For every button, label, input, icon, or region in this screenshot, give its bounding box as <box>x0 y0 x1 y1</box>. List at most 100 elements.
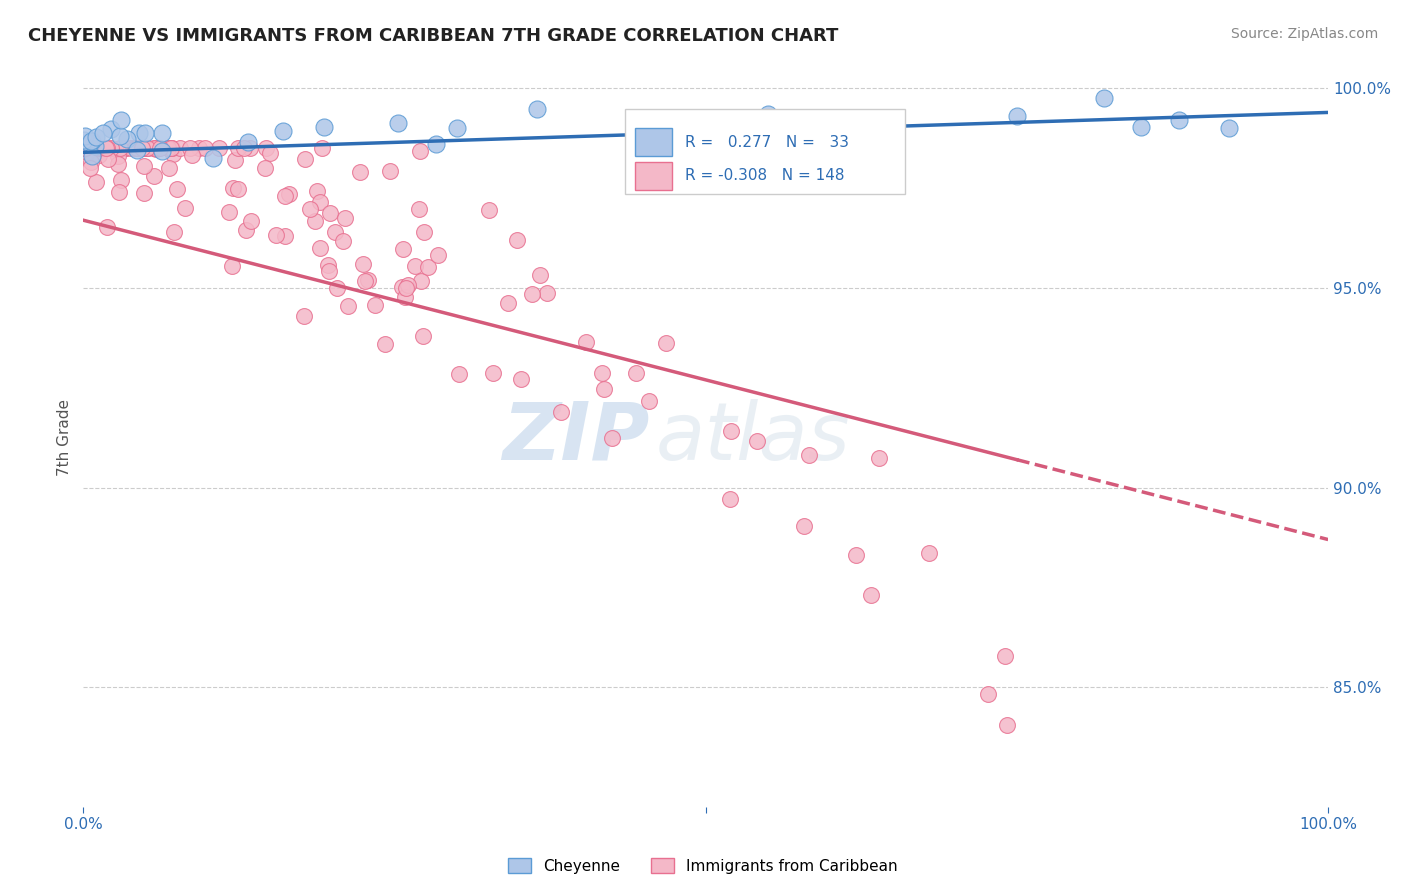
Point <box>134 141 156 155</box>
Point <box>100 141 122 155</box>
Point <box>529 268 551 282</box>
Point <box>404 259 426 273</box>
Point <box>169 141 191 155</box>
Point <box>411 274 433 288</box>
Point <box>221 259 243 273</box>
Point <box>364 298 387 312</box>
Point <box>73 141 96 155</box>
Point <box>107 157 129 171</box>
Point <box>82 141 104 155</box>
Point <box>110 172 132 186</box>
Point <box>232 141 254 155</box>
Point <box>80 134 103 148</box>
Point <box>124 141 146 155</box>
Point <box>253 161 276 175</box>
Point <box>188 141 211 155</box>
Point <box>166 182 188 196</box>
Point <box>148 141 170 155</box>
Point <box>318 264 340 278</box>
Point <box>1092 91 1115 105</box>
Point <box>159 141 181 155</box>
Point <box>259 145 281 160</box>
Point <box>76 145 98 159</box>
Point <box>87 141 110 155</box>
Point <box>134 126 156 140</box>
Point <box>115 132 138 146</box>
Point <box>337 299 360 313</box>
Point <box>73 141 96 155</box>
Point <box>394 281 416 295</box>
Point <box>482 366 505 380</box>
Text: Source: ZipAtlas.com: Source: ZipAtlas.com <box>1230 27 1378 41</box>
Point <box>73 141 96 155</box>
Point <box>108 141 131 155</box>
Point <box>112 141 135 155</box>
Point <box>83 141 105 155</box>
Point <box>91 141 114 155</box>
Point <box>374 337 396 351</box>
Point <box>274 189 297 203</box>
Y-axis label: 7th Grade: 7th Grade <box>58 400 72 476</box>
Point <box>294 152 316 166</box>
Point <box>76 141 98 155</box>
Point <box>100 121 122 136</box>
Point <box>149 141 172 155</box>
Point <box>793 519 815 533</box>
Point <box>132 186 155 201</box>
Point <box>868 450 890 465</box>
Point <box>180 147 202 161</box>
Point <box>312 120 335 135</box>
Point <box>550 404 572 418</box>
Point <box>72 133 94 147</box>
Point <box>510 372 533 386</box>
Point <box>333 211 356 225</box>
Point <box>425 137 447 152</box>
Point <box>80 134 103 148</box>
Point <box>311 141 333 155</box>
Point <box>84 130 107 145</box>
Point <box>143 141 166 155</box>
Point <box>136 141 159 155</box>
Point <box>408 144 430 158</box>
FancyBboxPatch shape <box>634 161 672 190</box>
Point <box>254 141 277 155</box>
Point <box>162 146 184 161</box>
Point <box>91 126 114 140</box>
Point <box>73 128 96 143</box>
Point <box>107 149 129 163</box>
Point <box>218 205 240 219</box>
Point <box>918 545 941 559</box>
Point <box>156 141 179 155</box>
Point <box>526 103 548 117</box>
Point <box>145 142 167 156</box>
Point <box>201 151 224 165</box>
Point <box>264 228 287 243</box>
Point <box>592 382 614 396</box>
Text: atlas: atlas <box>657 399 851 476</box>
Point <box>96 219 118 234</box>
Point <box>411 329 433 343</box>
Point <box>357 273 380 287</box>
Point <box>110 112 132 127</box>
Point <box>319 205 342 219</box>
Point <box>131 141 153 155</box>
Text: CHEYENNE VS IMMIGRANTS FROM CARIBBEAN 7TH GRADE CORRELATION CHART: CHEYENNE VS IMMIGRANTS FROM CARIBBEAN 7T… <box>28 27 838 45</box>
Point <box>626 366 648 380</box>
Point <box>84 139 107 153</box>
Point <box>125 141 148 155</box>
Point <box>77 136 100 150</box>
Point <box>416 260 439 275</box>
Point <box>87 148 110 162</box>
Point <box>655 336 678 351</box>
Point <box>150 126 173 140</box>
Point <box>143 141 166 155</box>
Point <box>273 229 295 244</box>
Point <box>1218 121 1240 136</box>
Point <box>239 141 262 155</box>
Point <box>94 141 117 155</box>
Point <box>392 242 415 256</box>
Point <box>75 141 97 155</box>
Point <box>136 141 159 155</box>
Point <box>142 169 165 183</box>
Point <box>224 153 246 167</box>
